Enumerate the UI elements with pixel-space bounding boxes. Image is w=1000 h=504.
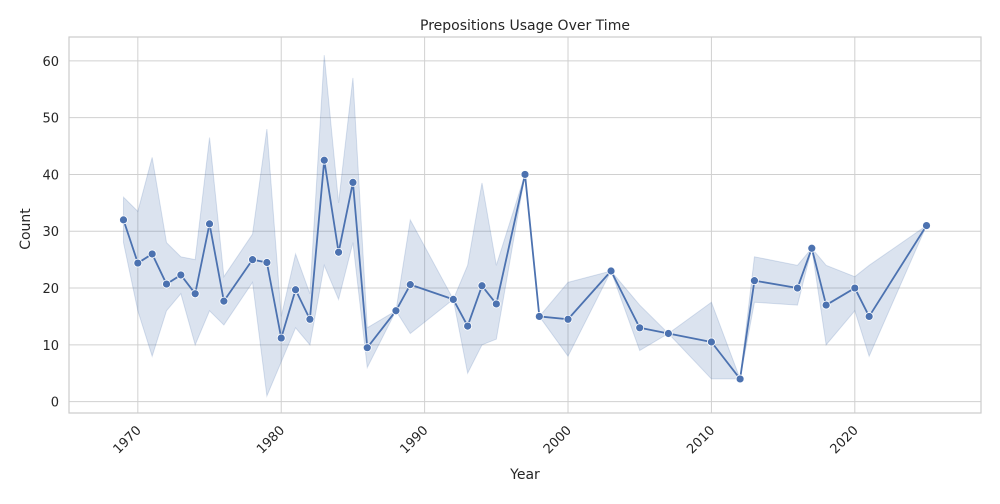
data-point bbox=[563, 314, 573, 324]
plot-background bbox=[69, 37, 981, 413]
data-point bbox=[162, 279, 171, 289]
data-point bbox=[707, 337, 716, 347]
data-point bbox=[291, 285, 300, 295]
data-point bbox=[205, 219, 214, 229]
data-point bbox=[850, 283, 860, 293]
y-tick-label: 0 bbox=[51, 396, 59, 411]
data-point bbox=[319, 155, 329, 165]
x-tick-label: 2000 bbox=[541, 423, 575, 457]
x-tick-label: 2020 bbox=[828, 423, 862, 457]
x-tick-label: 1970 bbox=[111, 423, 145, 457]
data-point bbox=[176, 270, 186, 280]
data-point bbox=[477, 281, 487, 291]
data-point bbox=[305, 314, 315, 324]
data-point bbox=[262, 258, 272, 267]
data-point bbox=[793, 283, 802, 293]
data-point bbox=[348, 178, 358, 187]
data-point bbox=[491, 299, 501, 309]
data-point bbox=[663, 329, 673, 338]
plot-frame bbox=[68, 36, 982, 414]
data-point bbox=[750, 276, 759, 286]
series-polyline bbox=[122, 159, 928, 380]
data-point bbox=[362, 343, 372, 353]
data-point bbox=[534, 312, 544, 321]
data-point bbox=[864, 312, 874, 321]
data-point bbox=[463, 321, 473, 331]
confidence-band bbox=[122, 55, 928, 398]
data-point bbox=[520, 170, 530, 179]
data-point bbox=[248, 255, 257, 265]
data-point bbox=[133, 258, 143, 268]
data-point bbox=[147, 249, 157, 259]
y-axis-label: Count bbox=[18, 208, 34, 250]
y-tick-label: 10 bbox=[42, 339, 59, 354]
x-tick-labels: 1970 1980 1990 2000 2010 2020 bbox=[111, 423, 862, 457]
series-points bbox=[119, 155, 931, 384]
data-point bbox=[190, 289, 200, 299]
data-point bbox=[635, 323, 645, 333]
ci-band-area bbox=[122, 55, 928, 398]
data-point bbox=[334, 247, 343, 257]
y-tick-label: 20 bbox=[42, 282, 59, 297]
y-tick-label: 30 bbox=[42, 225, 59, 240]
y-tick-label: 50 bbox=[42, 112, 59, 127]
data-point bbox=[807, 243, 817, 253]
x-tick-label: 1990 bbox=[397, 423, 431, 457]
x-axis-label: Year bbox=[509, 467, 540, 483]
data-point bbox=[606, 266, 616, 276]
data-point bbox=[821, 300, 831, 310]
y-tick-labels: 0 10 20 30 40 50 60 bbox=[42, 55, 59, 411]
data-point bbox=[448, 295, 458, 304]
data-point bbox=[405, 280, 415, 290]
data-point bbox=[391, 306, 401, 316]
y-tick-label: 60 bbox=[42, 55, 59, 70]
x-tick-label: 2010 bbox=[684, 423, 718, 457]
series-line bbox=[122, 159, 928, 380]
data-point bbox=[219, 296, 229, 306]
data-point bbox=[119, 215, 128, 225]
x-tick-label: 1980 bbox=[254, 423, 288, 457]
y-tick-label: 40 bbox=[42, 168, 59, 183]
data-point bbox=[735, 374, 745, 384]
chart-title: Prepositions Usage Over Time bbox=[420, 18, 630, 34]
data-point bbox=[922, 221, 931, 230]
data-point bbox=[276, 333, 286, 343]
